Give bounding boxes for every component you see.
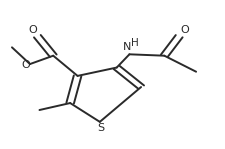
Text: O: O: [181, 25, 189, 35]
Text: N: N: [123, 42, 131, 52]
Text: H: H: [131, 38, 139, 48]
Text: S: S: [97, 123, 104, 133]
Text: O: O: [28, 25, 37, 35]
Text: O: O: [21, 60, 30, 70]
